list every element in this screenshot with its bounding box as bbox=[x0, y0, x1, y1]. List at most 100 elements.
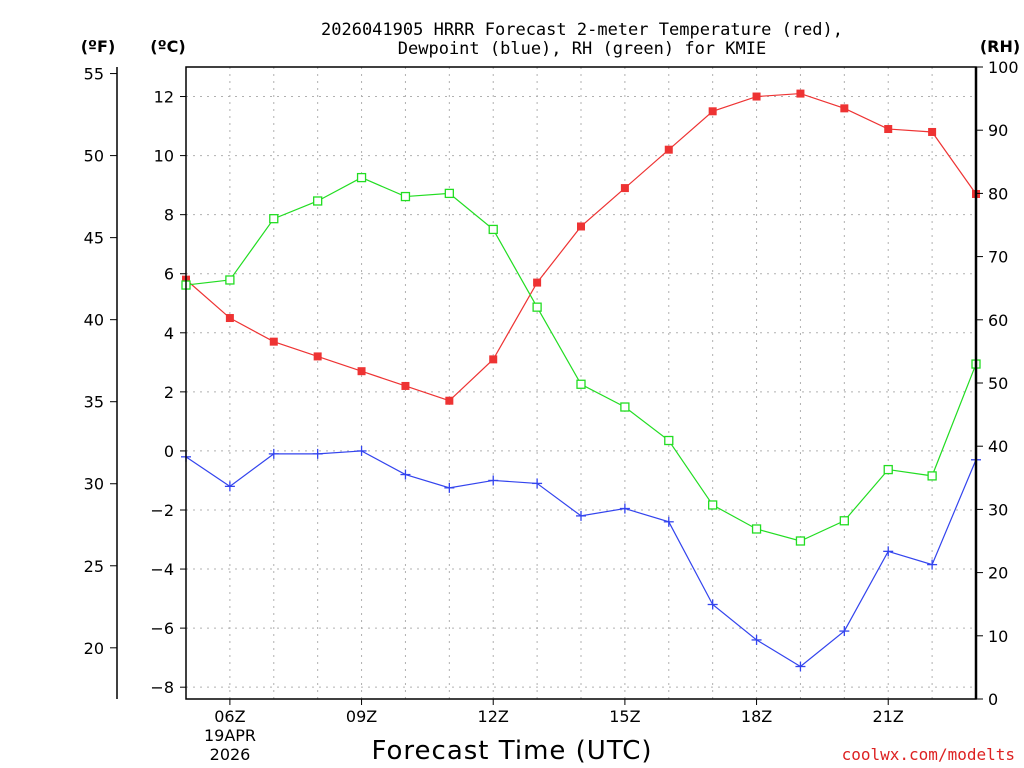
rh-tick-label: 10 bbox=[988, 627, 1008, 646]
dewpoint-point bbox=[400, 469, 411, 480]
temperature-point bbox=[752, 92, 761, 101]
rh-point bbox=[576, 379, 586, 389]
temperature-point bbox=[796, 89, 805, 98]
temperature-point bbox=[269, 337, 278, 346]
rh-tick-label: 60 bbox=[988, 311, 1008, 330]
rh-tick-label: 70 bbox=[988, 248, 1008, 267]
rh-point bbox=[313, 196, 323, 206]
dewpoint-point bbox=[619, 503, 630, 514]
credit-link[interactable]: coolwx.com/modelts bbox=[842, 745, 1015, 764]
x-tick-label: 15Z bbox=[609, 707, 640, 726]
temperature-point bbox=[840, 104, 849, 113]
rh-line bbox=[185, 176, 977, 542]
temperature-point bbox=[313, 352, 322, 361]
axes-layer: 06Z 09Z 12Z 15Z 18Z 21Z121086420−2−4−6−855504… bbox=[84, 58, 1019, 726]
rh-point bbox=[839, 516, 849, 526]
temperature-point bbox=[357, 367, 366, 376]
temperature-point bbox=[620, 184, 629, 193]
dewpoint-point bbox=[663, 516, 674, 527]
dewpoint-point bbox=[883, 546, 894, 557]
temperature-point bbox=[401, 381, 410, 390]
x-tick-label: 12Z bbox=[478, 707, 509, 726]
dewpoint-point bbox=[488, 475, 499, 486]
dewpoint-point bbox=[532, 478, 543, 489]
temperature-point bbox=[445, 396, 454, 405]
dewpoint-point bbox=[707, 599, 718, 610]
rh-point bbox=[927, 471, 937, 481]
celsius-tick-label: −8 bbox=[150, 678, 174, 697]
rh-tick-label: 40 bbox=[988, 437, 1008, 456]
date-label-day: 19APR bbox=[204, 726, 256, 745]
celsius-unit-label: (ºC) bbox=[150, 37, 185, 56]
temperature-point bbox=[664, 145, 673, 154]
celsius-tick-label: 8 bbox=[164, 206, 174, 225]
dewpoint-point bbox=[795, 661, 806, 672]
celsius-tick-label: 0 bbox=[164, 442, 174, 461]
rh-point bbox=[664, 435, 674, 446]
temperature-point bbox=[884, 125, 893, 134]
rh-tick-label: 90 bbox=[988, 121, 1008, 140]
fahrenheit-unit-label: (ºF) bbox=[81, 37, 116, 56]
rh-unit-label: (RH) bbox=[980, 37, 1020, 56]
dewpoint-point bbox=[927, 559, 938, 570]
x-axis-title: Forecast Time (UTC) bbox=[371, 736, 652, 766]
rh-point bbox=[795, 536, 806, 546]
x-tick-label: 09Z bbox=[346, 707, 377, 726]
temperature-point bbox=[708, 107, 717, 116]
rh-point bbox=[751, 524, 762, 534]
fahrenheit-tick-label: 20 bbox=[84, 639, 104, 658]
rh-point bbox=[225, 275, 235, 285]
celsius-tick-label: 2 bbox=[164, 383, 174, 402]
date-label-year: 2026 bbox=[210, 745, 251, 764]
celsius-tick-label: −6 bbox=[150, 619, 174, 638]
dewpoint-point bbox=[444, 482, 455, 493]
x-tick-label: 06Z bbox=[214, 707, 245, 726]
celsius-tick-label: −2 bbox=[150, 501, 174, 520]
temperature-point bbox=[225, 314, 234, 323]
chart-title-line1: 2026041905 HRRR Forecast 2-meter Tempera… bbox=[321, 20, 843, 40]
x-tick-label: 21Z bbox=[873, 707, 904, 726]
fahrenheit-tick-label: 30 bbox=[84, 475, 104, 494]
dewpoint-point bbox=[839, 626, 850, 637]
rh-tick-label: 80 bbox=[988, 184, 1008, 203]
temperature-point bbox=[533, 278, 542, 287]
temperature-point bbox=[928, 127, 937, 136]
rh-point bbox=[708, 500, 718, 510]
fahrenheit-tick-label: 35 bbox=[84, 393, 104, 412]
celsius-tick-label: −4 bbox=[150, 560, 174, 579]
series-layer bbox=[181, 89, 981, 672]
rh-point bbox=[532, 302, 542, 312]
rh-point bbox=[444, 188, 454, 199]
rh-point bbox=[883, 464, 893, 475]
x-tick-label: 18Z bbox=[741, 707, 772, 726]
celsius-tick-label: 6 bbox=[164, 265, 174, 284]
rh-point bbox=[488, 224, 498, 235]
rh-point bbox=[269, 214, 279, 224]
chart-title-line2: Dewpoint (blue), RH (green) for KMIE bbox=[398, 39, 766, 59]
rh-point bbox=[356, 172, 367, 183]
rh-tick-label: 50 bbox=[988, 374, 1008, 393]
fahrenheit-tick-label: 55 bbox=[84, 65, 104, 84]
rh-tick-label: 30 bbox=[988, 500, 1008, 519]
dewpoint-point bbox=[751, 634, 762, 645]
rh-point bbox=[400, 191, 411, 202]
rh-tick-label: 20 bbox=[988, 564, 1008, 583]
dewpoint-point bbox=[268, 448, 279, 459]
rh-tick-label: 100 bbox=[988, 58, 1019, 77]
fahrenheit-tick-label: 50 bbox=[84, 147, 104, 166]
temperature-point bbox=[577, 222, 585, 231]
rh-point bbox=[620, 402, 630, 412]
temperature-point bbox=[489, 355, 498, 364]
celsius-tick-label: 10 bbox=[154, 147, 174, 166]
dewpoint-point bbox=[576, 510, 586, 521]
rh-tick-label: 0 bbox=[988, 690, 998, 709]
celsius-tick-label: 4 bbox=[164, 324, 174, 343]
dewpoint-point bbox=[224, 481, 235, 492]
fahrenheit-tick-label: 25 bbox=[84, 557, 104, 576]
dewpoint-point bbox=[312, 448, 323, 459]
dewpoint-point bbox=[356, 445, 367, 456]
fahrenheit-tick-label: 45 bbox=[84, 229, 104, 248]
fahrenheit-tick-label: 40 bbox=[84, 311, 104, 330]
celsius-tick-label: 12 bbox=[154, 88, 174, 107]
